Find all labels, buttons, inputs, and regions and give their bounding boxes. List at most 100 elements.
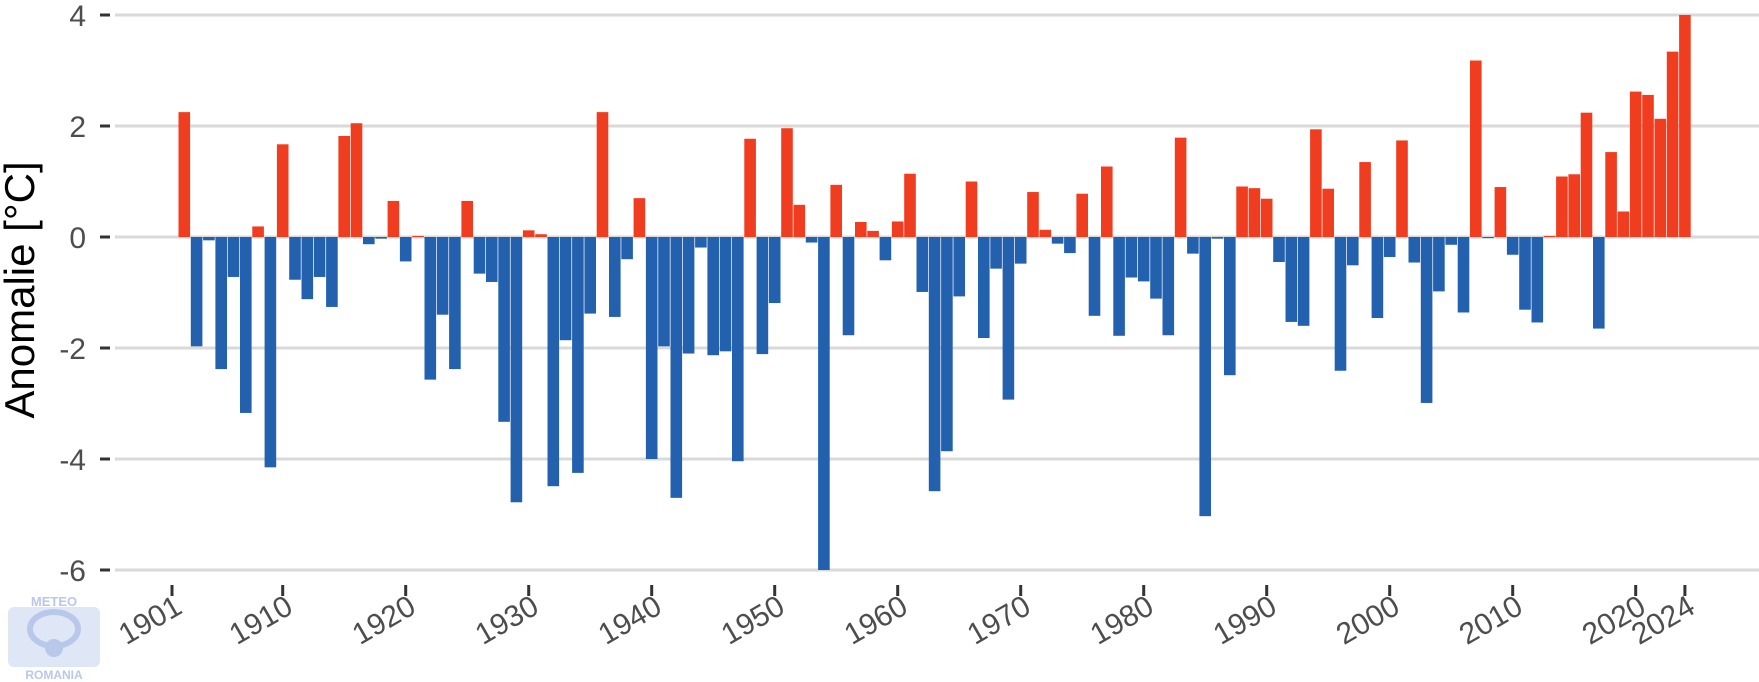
- bar-1952: [793, 204, 806, 237]
- bar-1916: [350, 123, 363, 237]
- bar-1994: [1310, 129, 1322, 237]
- logo-bottom-text: ROMANIA: [25, 668, 83, 682]
- bar-1970: [1014, 237, 1027, 264]
- meteo-romania-logo: METEO ROMANIA: [8, 594, 100, 682]
- bar-2014: [1556, 176, 1568, 237]
- bar-2015: [1568, 174, 1580, 237]
- bar-2005: [1445, 237, 1457, 245]
- bar-1941: [658, 237, 670, 347]
- bar-1945: [707, 237, 719, 356]
- bar-2001: [1396, 140, 1408, 237]
- bar-2024: [1679, 15, 1691, 237]
- bar-1931: [535, 234, 547, 237]
- x-tick-label: 1960: [839, 589, 913, 651]
- logo-dot-icon: [45, 639, 63, 657]
- x-tick-label: 1910: [224, 589, 298, 651]
- bar-1922: [424, 237, 437, 380]
- bar-2013: [1543, 235, 1556, 237]
- bar-1921: [412, 235, 424, 237]
- bar-1936: [596, 112, 609, 238]
- bar-1919: [387, 200, 400, 238]
- bar-1940: [645, 237, 658, 459]
- bar-1993: [1297, 237, 1310, 326]
- bar-2009: [1494, 187, 1507, 237]
- bar-1975: [1076, 193, 1088, 237]
- bar-1908: [252, 226, 264, 237]
- y-axis: -6 -4 -2 0 2 4: [59, 0, 110, 588]
- y-tick-label: -4: [59, 444, 86, 477]
- y-tick-label: -6: [59, 555, 86, 588]
- bar-1915: [338, 135, 350, 237]
- x-tick-label: 1990: [1208, 589, 1282, 651]
- bar-1979: [1125, 237, 1138, 278]
- x-tick-label: 2000: [1331, 589, 1405, 651]
- bar-2007: [1470, 60, 1482, 238]
- bar-2017: [1593, 237, 1605, 329]
- bar-1973: [1051, 237, 1064, 244]
- bar-1998: [1359, 162, 1371, 237]
- bar-1960: [891, 221, 904, 237]
- bar-1924: [449, 237, 461, 370]
- y-axis-label: Anomalie [°C]: [0, 161, 43, 418]
- bar-1976: [1088, 237, 1101, 316]
- bar-1906: [227, 237, 240, 277]
- bar-2023: [1666, 51, 1679, 237]
- bar-1934: [572, 237, 584, 473]
- bar-2010: [1506, 237, 1519, 255]
- bar-1902: [178, 112, 191, 238]
- bar-1946: [719, 237, 732, 352]
- bar-2019: [1617, 211, 1630, 237]
- bar-1959: [879, 237, 892, 261]
- bar-1948: [744, 138, 756, 237]
- y-tick-label: -2: [59, 333, 86, 366]
- bar-2012: [1531, 237, 1544, 323]
- bar-1991: [1273, 237, 1285, 262]
- bar-1987: [1224, 237, 1236, 376]
- bar-1965: [953, 237, 965, 297]
- bar-1935: [584, 237, 596, 314]
- bar-1938: [621, 237, 633, 260]
- logo-top-text: METEO: [31, 594, 77, 609]
- bar-1964: [941, 237, 953, 452]
- bar-1958: [867, 230, 879, 238]
- bar-1986: [1211, 237, 1224, 239]
- bar-1963: [928, 237, 941, 492]
- bar-2008: [1482, 237, 1494, 239]
- bar-1928: [498, 237, 510, 422]
- x-tick-label: 1970: [962, 589, 1036, 651]
- bar-1996: [1334, 237, 1347, 371]
- bar-1911: [289, 237, 301, 280]
- bar-1914: [326, 237, 338, 307]
- bar-2003: [1420, 237, 1433, 403]
- bar-1926: [473, 237, 486, 274]
- bar-1905: [215, 237, 227, 370]
- bar-1920: [399, 237, 412, 262]
- x-axis: 1901 1910 1920 1930 1940 1950 1960 1970 1980 1990…: [113, 585, 1700, 651]
- bar-1983: [1174, 137, 1187, 237]
- bar-1969: [1002, 237, 1015, 400]
- bar-1927: [486, 237, 498, 282]
- bar-2021: [1642, 94, 1654, 237]
- bar-1903: [190, 237, 203, 347]
- bar-1985: [1199, 237, 1211, 517]
- bar-2000: [1383, 237, 1396, 257]
- bar-1984: [1187, 237, 1199, 254]
- bar-1907: [240, 237, 252, 413]
- y-tick-label: 0: [69, 222, 86, 255]
- bar-1977: [1101, 166, 1113, 237]
- bar-1966: [965, 181, 978, 237]
- bar-1950: [768, 237, 781, 304]
- logo-background: [8, 607, 100, 667]
- bar-1913: [313, 237, 326, 277]
- bar-1967: [978, 237, 990, 339]
- bar-1912: [301, 237, 314, 300]
- bar-1909: [264, 237, 277, 468]
- bar-1942: [670, 237, 683, 498]
- bar-1988: [1236, 186, 1248, 238]
- bar-1944: [695, 237, 707, 248]
- bar-1981: [1150, 237, 1162, 299]
- bar-2006: [1457, 237, 1470, 313]
- x-tick-label: 1950: [716, 589, 790, 651]
- bar-1904: [203, 237, 215, 241]
